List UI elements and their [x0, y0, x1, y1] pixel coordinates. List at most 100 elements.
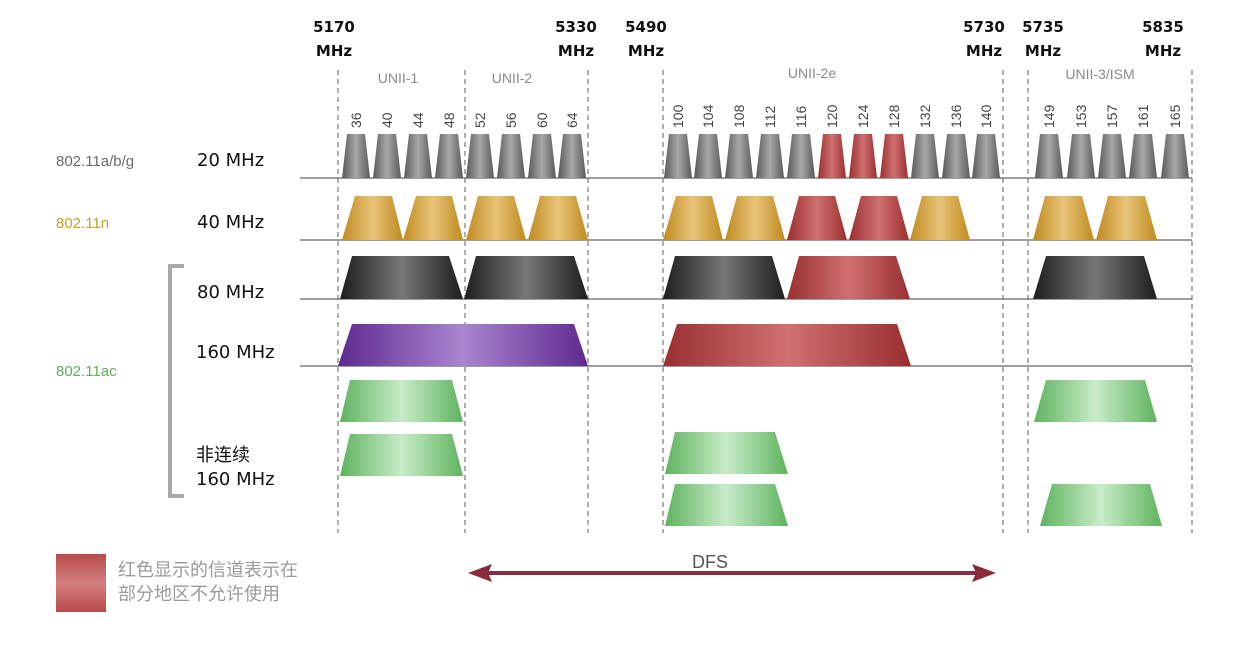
standard-label-802-11abg: 802.11a/b/g [56, 153, 134, 170]
channel-20-36 [342, 134, 370, 178]
band-label-unii2: UNII-2 [492, 70, 533, 86]
nc-block-unii1-a [340, 380, 463, 422]
standard-label-802-11n: 802.11n [56, 215, 109, 232]
width-label-40mhz: 40 MHz [197, 212, 264, 233]
channel-20-100 [664, 134, 692, 178]
channel-labels: 36 40 44 48 52 56 60 64 100 104 108 112 116 120 124 128… [348, 104, 1183, 128]
row-20mhz-channels [342, 134, 1189, 178]
channel-40-100-104 [663, 196, 723, 240]
frequency-value: 5170 [313, 18, 355, 36]
channel-40-124-128 [849, 196, 909, 240]
channel-number-label: 161 [1135, 104, 1151, 128]
frequency-unit: MHz [316, 42, 352, 60]
channel-40-149-153 [1033, 196, 1094, 240]
dfs-arrow [468, 564, 996, 582]
channel-20-56 [497, 134, 525, 178]
channel-number-label: 56 [503, 112, 519, 128]
width-label-20mhz: 20 MHz [197, 150, 264, 171]
channel-20-108 [725, 134, 753, 178]
channel-20-104 [694, 134, 722, 178]
channel-80-116-128 [787, 256, 910, 299]
standard-label-802-11ac: 802.11ac [56, 363, 117, 380]
width-label-noncontiguous-line1: 非连续 [196, 445, 250, 466]
frequency-unit: MHz [966, 42, 1002, 60]
channel-20-132 [911, 134, 939, 178]
channel-20-60 [528, 134, 556, 178]
channel-number-label: 112 [762, 105, 778, 128]
channel-number-label: 124 [855, 104, 871, 128]
width-label-noncontiguous-line2: 160 MHz [196, 469, 275, 490]
channel-number-label: 149 [1041, 104, 1057, 128]
channel-number-label: 108 [731, 104, 747, 128]
width-label-80mhz: 80 MHz [197, 282, 264, 303]
nc-block-unii3-a [1034, 380, 1157, 422]
channel-20-64 [558, 134, 586, 178]
channel-80-unii1 [340, 256, 463, 299]
channel-number-label: 140 [978, 104, 994, 128]
channel-40-44-48 [403, 196, 463, 240]
channel-number-label: 48 [441, 112, 457, 128]
frequency-unit: MHz [1025, 42, 1061, 60]
nc-block-unii2e-a [665, 432, 788, 474]
channel-number-label: 40 [379, 112, 395, 128]
channel-20-48 [435, 134, 463, 178]
channel-20-153 [1067, 134, 1095, 178]
band-label-unii2e: UNII-2e [788, 65, 836, 81]
band-labels: UNII-1 UNII-2 UNII-2e UNII-3/ISM [378, 65, 1135, 86]
frequency-value: 5330 [555, 18, 597, 36]
channel-40-132-136 [910, 196, 970, 240]
channel-20-136 [942, 134, 970, 178]
row-160mhz-channels [338, 324, 911, 366]
channel-40-36-40 [342, 196, 403, 240]
channel-160-36-64 [338, 324, 588, 366]
channel-20-149 [1035, 134, 1063, 178]
channel-number-label: 100 [670, 104, 686, 128]
channel-20-128 [880, 134, 908, 178]
channel-80-100-112 [663, 256, 785, 299]
channel-number-label: 52 [472, 112, 488, 128]
channel-number-label: 44 [410, 112, 426, 128]
channel-number-label: 136 [948, 104, 964, 128]
width-label-160mhz: 160 MHz [196, 342, 275, 363]
legend-swatch-red [56, 554, 106, 612]
nc-block-unii3-b [1040, 484, 1162, 526]
frequency-unit: MHz [1145, 42, 1181, 60]
channel-40-60-64 [528, 196, 588, 240]
frequency-unit: MHz [628, 42, 664, 60]
frequency-unit: MHz [558, 42, 594, 60]
channel-number-label: 60 [534, 112, 550, 128]
channel-20-44 [404, 134, 432, 178]
channel-number-label: 120 [824, 104, 840, 128]
channel-20-40 [373, 134, 401, 178]
channel-number-label: 165 [1167, 104, 1183, 128]
channel-number-label: 153 [1073, 104, 1089, 128]
channel-20-140 [972, 134, 1000, 178]
channel-number-label: 36 [348, 112, 364, 128]
channel-number-label: 128 [886, 104, 902, 128]
ac-bracket [168, 264, 184, 498]
channel-40-116-120 [787, 196, 847, 240]
row-80mhz-channels [340, 256, 1157, 299]
frequency-value: 5835 [1142, 18, 1184, 36]
channel-number-label: 64 [564, 112, 580, 128]
channel-20-112 [756, 134, 784, 178]
channel-20-165 [1161, 134, 1189, 178]
band-label-unii1: UNII-1 [378, 70, 419, 86]
nc-block-unii2e-b [665, 484, 788, 526]
row-noncontiguous-160mhz [340, 380, 1162, 526]
channel-20-124 [849, 134, 877, 178]
band-label-unii3: UNII-3/ISM [1065, 66, 1134, 82]
frequency-value: 5490 [625, 18, 667, 36]
frequency-value: 5735 [1022, 18, 1064, 36]
channel-20-161 [1129, 134, 1157, 178]
dfs-label: DFS [692, 552, 728, 572]
channel-number-label: 132 [917, 104, 933, 128]
channel-40-108-112 [725, 196, 785, 240]
row-40mhz-channels [342, 196, 1157, 240]
channel-20-116 [787, 134, 815, 178]
legend-text-line1: 红色显示的信道表示在 [118, 560, 298, 581]
channel-20-52 [466, 134, 494, 178]
channel-20-157 [1098, 134, 1126, 178]
channel-number-label: 116 [793, 105, 809, 128]
